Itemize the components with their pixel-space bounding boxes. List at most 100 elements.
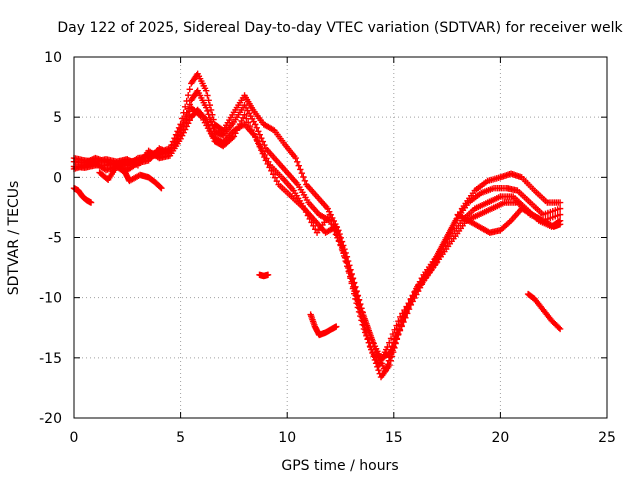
data-point: [262, 157, 270, 164]
data-point: [335, 237, 343, 244]
data-point: [407, 296, 415, 303]
data-point: [384, 343, 391, 351]
data-point: [387, 357, 394, 364]
data-point: [185, 91, 192, 99]
data-point: [292, 154, 299, 162]
data-point: [202, 87, 210, 94]
data-point: [353, 296, 361, 303]
data-point: [393, 336, 401, 343]
x-axis-label: GPS time / hours: [281, 458, 398, 474]
data-point: [359, 318, 367, 325]
y-tick-label: 10: [44, 50, 62, 66]
series-track-i: [307, 311, 340, 339]
data-point: [178, 127, 186, 134]
data-point: [333, 232, 341, 239]
data-point: [330, 221, 337, 229]
data-point: [204, 107, 211, 115]
x-tick-label: 10: [278, 430, 296, 446]
data-point: [298, 170, 306, 177]
data-point: [386, 339, 393, 346]
data-point: [273, 177, 281, 185]
data-point: [394, 331, 402, 339]
data-point: [401, 306, 408, 314]
data-point: [391, 326, 398, 334]
data-point: [300, 173, 307, 181]
tick-marks: [73, 56, 608, 419]
data-point: [555, 324, 563, 331]
data-point: [556, 211, 564, 218]
data-point: [209, 121, 216, 128]
data-point: [365, 339, 373, 346]
y-tick-label: -10: [39, 291, 62, 307]
data-point: [87, 199, 95, 206]
data-point: [363, 330, 370, 338]
data-point: [180, 123, 187, 130]
data-point: [340, 252, 348, 260]
data-point: [256, 131, 263, 138]
data-point: [269, 171, 277, 178]
data-point: [258, 134, 265, 142]
data-point: [399, 310, 406, 317]
y-axis-label: SDTVAR / TECUs: [6, 181, 22, 296]
data-point: [264, 160, 271, 168]
data-point: [302, 208, 310, 216]
data-point: [398, 323, 405, 330]
data-point: [256, 143, 263, 150]
data-point: [358, 313, 366, 321]
data-point: [205, 111, 212, 118]
data-point: [304, 212, 312, 219]
data-point: [301, 177, 309, 184]
data-point: [310, 222, 317, 230]
data-point: [556, 325, 564, 333]
data-point: [396, 327, 404, 334]
data-point: [186, 86, 193, 93]
data-point: [268, 167, 275, 175]
series-track-c: [70, 106, 564, 381]
data-point: [266, 164, 273, 171]
data-point: [386, 361, 393, 369]
data-point: [405, 299, 412, 307]
data-point: [312, 226, 319, 233]
data-point: [301, 205, 308, 212]
data-point: [259, 150, 267, 157]
data-point: [271, 174, 279, 181]
data-point: [347, 273, 354, 280]
data-point: [252, 133, 259, 140]
data-point: [389, 348, 397, 356]
data-point: [400, 318, 407, 326]
y-tick-label: -20: [39, 411, 62, 427]
data-point: [393, 322, 400, 329]
x-tick-labels: 0 5 10 15 20 25: [70, 430, 616, 446]
data-point: [344, 263, 351, 270]
data-point: [157, 184, 164, 191]
data-point: [352, 292, 359, 299]
data-point: [255, 140, 262, 147]
data-point: [207, 106, 215, 114]
data-point: [395, 318, 402, 325]
x-tick-label: 20: [491, 430, 509, 446]
data-point: [362, 326, 369, 334]
data-point: [185, 111, 192, 119]
data-point: [306, 215, 313, 223]
x-tick-label: 5: [176, 430, 185, 446]
data-point: [364, 335, 372, 342]
data-point: [389, 330, 397, 338]
data-point: [207, 118, 215, 125]
data-point: [392, 340, 399, 347]
y-tick-labels: -20 -15 -10 -5 0 5 10: [39, 50, 62, 427]
data-points: [70, 70, 564, 381]
data-point: [387, 335, 395, 342]
data-point: [356, 305, 363, 312]
data-point: [259, 138, 267, 145]
data-point: [357, 309, 364, 316]
x-tick-label: 15: [385, 430, 403, 446]
data-point: [253, 136, 260, 144]
data-point: [391, 344, 398, 352]
x-tick-label: 25: [598, 430, 616, 446]
data-point: [409, 293, 417, 300]
data-point: [332, 226, 339, 234]
data-point: [556, 199, 564, 206]
x-tick-label: 0: [70, 430, 79, 446]
data-point: [450, 220, 458, 228]
data-point: [205, 97, 212, 104]
